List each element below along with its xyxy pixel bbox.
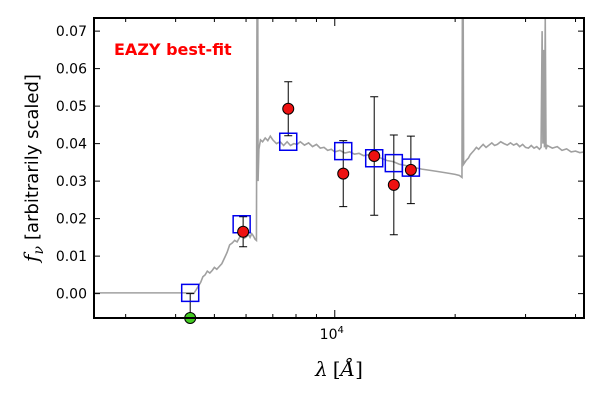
x-tick-label-0: 104 [320, 325, 344, 343]
model-square-2 [278, 132, 298, 151]
y-tick-label-5: 0.05 [56, 99, 87, 115]
template-spectrum [94, 18, 584, 294]
data-markers [180, 102, 421, 324]
y-tick-label-6: 0.06 [56, 62, 87, 78]
observed-point-1 [282, 102, 295, 115]
model-square-4 [364, 149, 384, 168]
observed-point-2 [337, 167, 350, 180]
y-tick-label-3: 0.03 [56, 174, 87, 190]
plot-frame [93, 17, 585, 319]
observed-point-3 [368, 150, 381, 162]
fit-annotation: EAZY best-fit [114, 40, 232, 59]
x-axis-label: λ [Å] [314, 356, 363, 381]
y-axis-label: fν[arbitrarily scaled] [19, 74, 47, 264]
y-tick-label-2: 0.02 [56, 212, 87, 228]
error-bars [186, 81, 415, 318]
model-square-0 [180, 283, 200, 303]
y-tick-label-0: 0.00 [56, 287, 87, 303]
y-tick-label-7: 0.07 [56, 24, 87, 40]
observed-point-5 [404, 163, 417, 176]
y-tick-label-1: 0.01 [56, 249, 87, 265]
observed-point-0 [237, 225, 250, 238]
model-square-6 [401, 158, 421, 177]
y-tick-label-4: 0.04 [56, 137, 87, 153]
axis-ticks: 0.00 0.01 0.02 0.03 0.04 0.05 0.06 0.07 104 [56, 18, 584, 343]
template-line [94, 18, 584, 294]
model-square-3 [333, 141, 353, 161]
observed-point-4 [387, 178, 400, 191]
